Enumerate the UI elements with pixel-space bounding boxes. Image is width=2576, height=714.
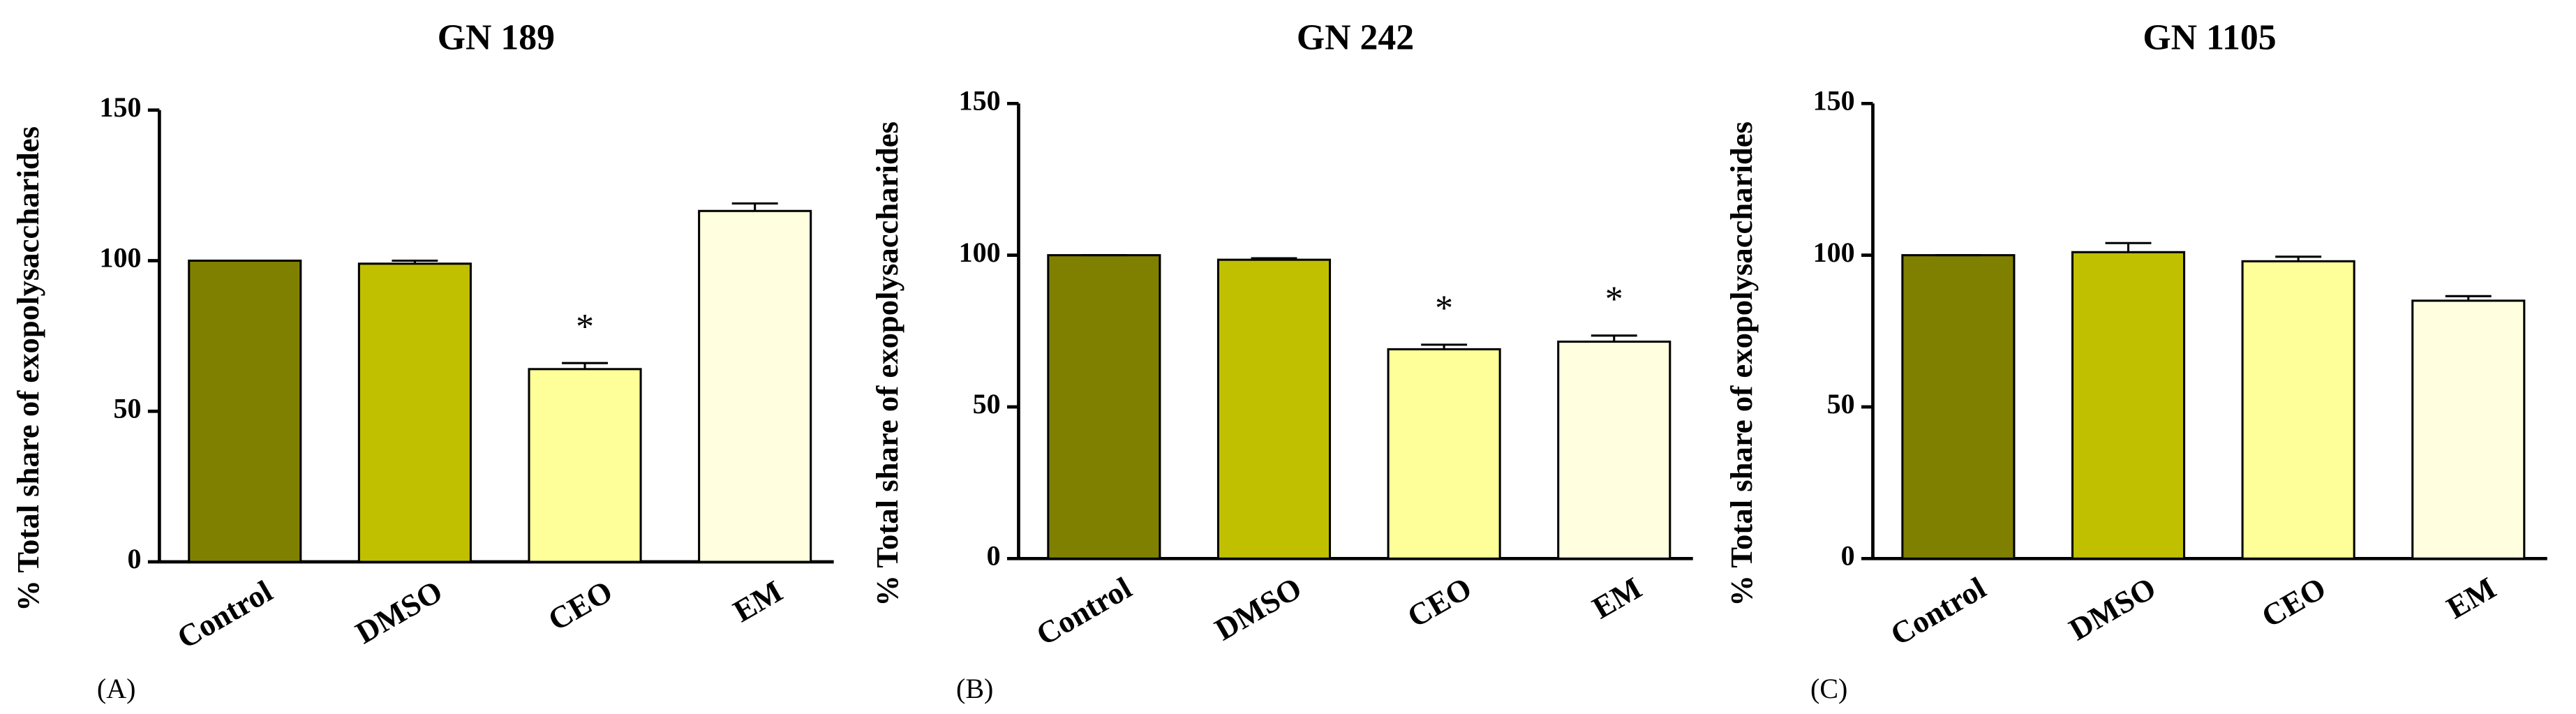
y-tick-label: 150 (99, 91, 141, 123)
error-bar (2445, 295, 2492, 301)
y-tick-label: 100 (99, 242, 141, 274)
bar (1387, 348, 1501, 560)
x-tick-label: DMSO (2063, 570, 2161, 647)
bar (1901, 254, 2016, 560)
y-axis-label: % Total share of exopolysaccharides (1724, 121, 1759, 607)
error-bar (392, 259, 438, 264)
chart-title: GN 189 (438, 18, 555, 58)
x-tick-label: EM (727, 574, 788, 629)
chart-title: GN 1105 (2143, 18, 2276, 58)
bar (528, 368, 642, 563)
chart-title: GN 242 (1297, 18, 1414, 58)
y-tick-label: 50 (973, 388, 1001, 419)
x-tick-label: EM (2441, 570, 2501, 625)
significance-marker: * (1435, 289, 1453, 329)
bar (2411, 299, 2526, 560)
error-bar (1421, 343, 1468, 350)
panel-label: (C) (1810, 673, 1847, 704)
significance-marker: * (1605, 280, 1623, 320)
error-bar (731, 202, 778, 211)
y-tick-label: 0 (127, 543, 141, 574)
error-bar (1251, 257, 1297, 260)
error-bar (562, 362, 608, 369)
panel-label: (B) (956, 673, 993, 704)
y-tick-label: 0 (987, 540, 1001, 572)
x-tick-label: Control (1884, 570, 1991, 652)
x-tick-label: DMSO (350, 574, 448, 650)
chart-panel: GN 242 % Total share of exopolysaccharide… (870, 18, 1693, 704)
y-tick-label: 150 (959, 84, 1001, 116)
chart-panel: GN 1105 % Total share of exopolysaccharid… (1724, 18, 2547, 704)
x-tick-label: Control (171, 574, 278, 655)
bar (2241, 260, 2355, 560)
x-tick-label: CEO (2256, 570, 2332, 634)
error-bar (2105, 241, 2152, 253)
y-axis-label: % Total share of exopolysaccharides (10, 126, 45, 611)
bar (1557, 340, 1672, 560)
x-tick-label: CEO (1401, 570, 1477, 634)
x-tick-label: DMSO (1209, 570, 1307, 647)
x-tick-label: CEO (542, 574, 618, 638)
error-bar (1591, 334, 1637, 342)
x-tick-label: EM (1586, 570, 1647, 625)
bar (2071, 251, 2186, 560)
error-bar (2275, 255, 2322, 262)
bar (188, 259, 302, 563)
y-tick-label: 100 (1813, 237, 1855, 268)
significance-marker: * (576, 307, 594, 347)
bar (1047, 254, 1161, 560)
chart-panel: GN 189 % Total share of exopolysaccharide… (10, 18, 834, 704)
y-axis-label: % Total share of exopolysaccharides (870, 121, 904, 607)
y-tick-label: 100 (959, 237, 1001, 268)
bar (698, 209, 812, 563)
y-tick-label: 50 (113, 392, 141, 424)
bar (1216, 258, 1332, 560)
y-tick-label: 0 (1841, 540, 1855, 572)
panel-label: (A) (97, 673, 136, 704)
y-tick-label: 150 (1813, 84, 1855, 116)
x-tick-label: Control (1030, 570, 1137, 652)
bar (357, 262, 472, 563)
y-tick-label: 50 (1827, 388, 1855, 419)
